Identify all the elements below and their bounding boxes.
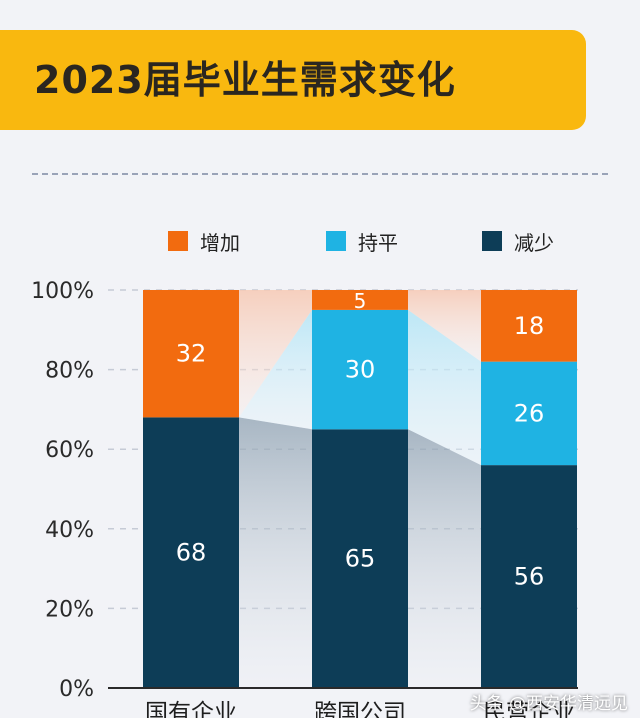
data-label: 56	[514, 563, 545, 591]
y-tick-label: 20%	[45, 597, 94, 622]
legend-label-flat: 持平	[358, 230, 398, 255]
bar-segment	[143, 290, 239, 418]
y-tick-label: 80%	[45, 359, 94, 384]
legend-swatch-increase	[168, 231, 188, 251]
data-label: 30	[345, 356, 376, 384]
data-label: 65	[345, 545, 376, 573]
x-tick-label: 民营企业	[483, 700, 575, 718]
y-tick-label: 60%	[45, 438, 94, 463]
bar-segment	[312, 309, 408, 430]
legend-item-flat: 持平	[326, 226, 398, 256]
bar-segment	[481, 465, 577, 688]
y-tick-label: 0%	[59, 677, 94, 702]
stacked-bar-chart: 0% 20% 40% 60% 80% 100% 68 32 国有企业 65 30 5 跨国公司 56 26 1…	[31, 279, 578, 718]
dashed-divider	[32, 173, 608, 175]
legend-label-decrease: 减少	[514, 230, 554, 255]
legend-swatch-decrease	[482, 231, 502, 251]
connector-band	[239, 309, 312, 430]
legend-swatch-flat	[326, 231, 346, 251]
connector-band	[239, 417, 312, 688]
bar-segment	[312, 429, 408, 688]
connector-band	[408, 309, 481, 466]
connector-band	[239, 290, 312, 418]
data-label: 32	[176, 340, 207, 368]
legend-item-increase: 增加	[168, 226, 240, 256]
bar-segment	[312, 290, 408, 310]
data-label: 68	[176, 539, 207, 567]
data-label: 18	[514, 312, 545, 340]
x-tick-label: 跨国公司	[314, 700, 406, 718]
watermark: 头条 @西安华清远见	[469, 694, 628, 714]
data-label: 5	[354, 289, 367, 313]
connector-band	[408, 290, 481, 362]
x-tick-label: 国有企业	[145, 700, 237, 718]
connector-band	[408, 429, 481, 688]
data-label: 26	[514, 399, 545, 427]
title-banner	[0, 30, 586, 130]
legend-item-decrease: 减少	[482, 226, 554, 256]
bar-segment	[481, 361, 577, 466]
y-tick-label: 100%	[31, 279, 94, 304]
bar-segment	[143, 417, 239, 688]
chart-title: 2023届毕业生需求变化	[34, 58, 456, 102]
legend-label-increase: 增加	[200, 230, 240, 255]
y-tick-label: 40%	[45, 518, 94, 543]
bar-segment	[481, 290, 577, 362]
